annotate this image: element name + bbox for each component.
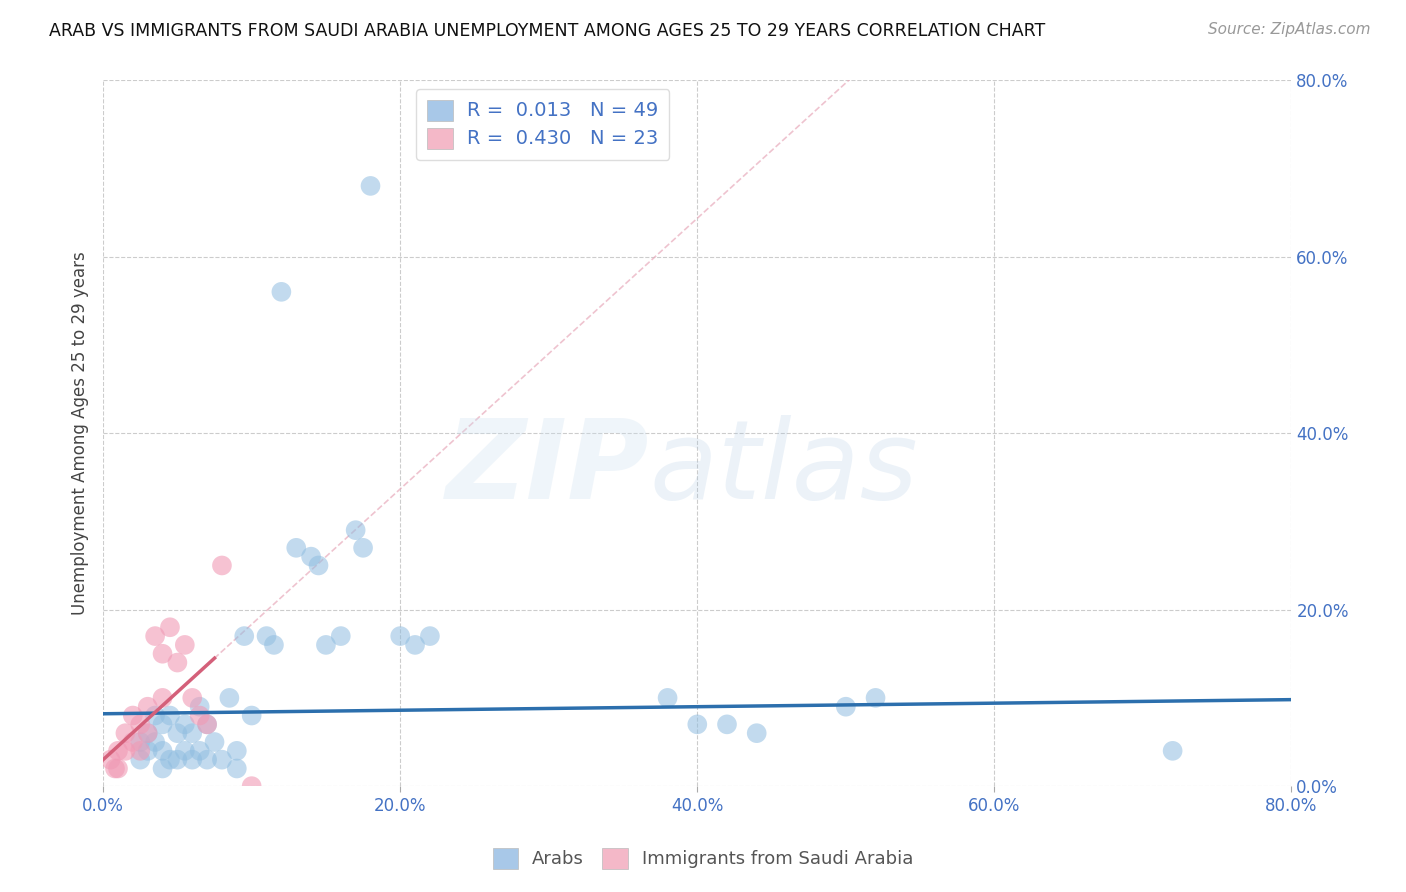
Point [716, 717, 738, 731]
Point [107, 744, 129, 758]
Point [195, 717, 218, 731]
Point [166, 753, 188, 767]
Point [159, 620, 181, 634]
Text: ARAB VS IMMIGRANTS FROM SAUDI ARABIA UNEMPLOYMENT AMONG AGES 25 TO 29 YEARS CORR: ARAB VS IMMIGRANTS FROM SAUDI ARABIA UNE… [49, 22, 1046, 40]
Point [404, 638, 426, 652]
Point [166, 656, 188, 670]
Point [136, 744, 159, 758]
Point [285, 541, 308, 555]
Point [152, 717, 174, 731]
Y-axis label: Unemployment Among Ages 25 to 29 years: Unemployment Among Ages 25 to 29 years [72, 252, 89, 615]
Point [225, 744, 247, 758]
Point [329, 629, 352, 643]
Point [152, 647, 174, 661]
Point [188, 708, 211, 723]
Point [835, 699, 858, 714]
Point [195, 717, 218, 731]
Point [218, 690, 240, 705]
Point [211, 558, 233, 573]
Point [181, 690, 204, 705]
Point [152, 690, 174, 705]
Point [686, 717, 709, 731]
Point [152, 744, 174, 758]
Point [299, 549, 322, 564]
Point [188, 744, 211, 758]
Text: Source: ZipAtlas.com: Source: ZipAtlas.com [1208, 22, 1371, 37]
Point [173, 744, 195, 758]
Point [181, 726, 204, 740]
Point [225, 762, 247, 776]
Point [188, 699, 211, 714]
Point [360, 178, 382, 193]
Legend: Arabs, Immigrants from Saudi Arabia: Arabs, Immigrants from Saudi Arabia [485, 840, 921, 876]
Point [129, 735, 152, 749]
Point [143, 629, 166, 643]
Point [263, 638, 285, 652]
Point [166, 726, 188, 740]
Point [143, 735, 166, 749]
Point [256, 629, 278, 643]
Point [233, 629, 256, 643]
Point [240, 708, 263, 723]
Point [129, 717, 152, 731]
Point [100, 753, 122, 767]
Point [240, 779, 263, 793]
Point [159, 753, 181, 767]
Text: ZIP: ZIP [446, 415, 650, 522]
Point [114, 744, 136, 758]
Point [657, 690, 679, 705]
Point [136, 699, 159, 714]
Point [865, 690, 887, 705]
Point [107, 762, 129, 776]
Point [159, 708, 181, 723]
Point [1161, 744, 1184, 758]
Point [143, 708, 166, 723]
Point [114, 726, 136, 740]
Point [344, 523, 367, 537]
Legend: R =  0.013   N = 49, R =  0.430   N = 23: R = 0.013 N = 49, R = 0.430 N = 23 [416, 89, 669, 160]
Point [204, 735, 226, 749]
Point [173, 638, 195, 652]
Point [211, 753, 233, 767]
Point [104, 762, 127, 776]
Point [195, 753, 218, 767]
Point [315, 638, 337, 652]
Text: atlas: atlas [650, 415, 918, 522]
Point [352, 541, 374, 555]
Point [136, 726, 159, 740]
Point [181, 753, 204, 767]
Point [121, 735, 143, 749]
Point [270, 285, 292, 299]
Point [419, 629, 441, 643]
Point [173, 717, 195, 731]
Point [129, 744, 152, 758]
Point [152, 762, 174, 776]
Point [308, 558, 330, 573]
Point [745, 726, 768, 740]
Point [389, 629, 412, 643]
Point [121, 708, 143, 723]
Point [136, 726, 159, 740]
Point [129, 753, 152, 767]
